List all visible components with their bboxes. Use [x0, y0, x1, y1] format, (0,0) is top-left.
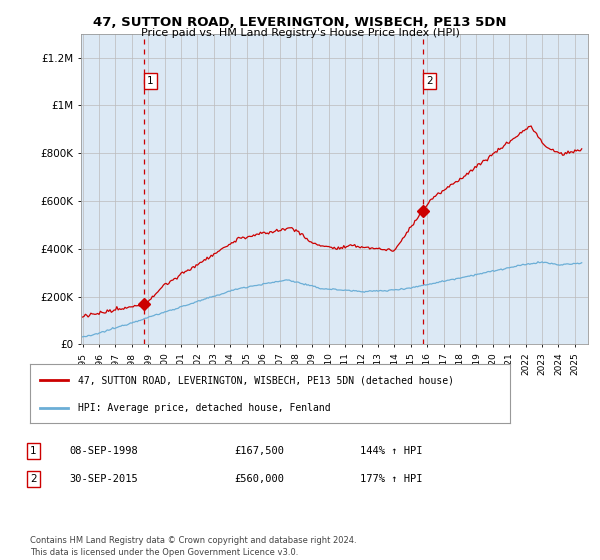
Text: 1: 1: [30, 446, 37, 456]
Text: 1: 1: [147, 76, 154, 86]
Text: 177% ↑ HPI: 177% ↑ HPI: [360, 474, 422, 484]
Text: 47, SUTTON ROAD, LEVERINGTON, WISBECH, PE13 5DN (detached house): 47, SUTTON ROAD, LEVERINGTON, WISBECH, P…: [78, 375, 454, 385]
Text: Price paid vs. HM Land Registry's House Price Index (HPI): Price paid vs. HM Land Registry's House …: [140, 28, 460, 38]
Text: HPI: Average price, detached house, Fenland: HPI: Average price, detached house, Fenl…: [78, 403, 331, 413]
Text: 144% ↑ HPI: 144% ↑ HPI: [360, 446, 422, 456]
Text: £560,000: £560,000: [234, 474, 284, 484]
Text: 2: 2: [30, 474, 37, 484]
Text: £167,500: £167,500: [234, 446, 284, 456]
Text: 08-SEP-1998: 08-SEP-1998: [69, 446, 138, 456]
Text: 30-SEP-2015: 30-SEP-2015: [69, 474, 138, 484]
Text: Contains HM Land Registry data © Crown copyright and database right 2024.
This d: Contains HM Land Registry data © Crown c…: [30, 536, 356, 557]
Text: 47, SUTTON ROAD, LEVERINGTON, WISBECH, PE13 5DN: 47, SUTTON ROAD, LEVERINGTON, WISBECH, P…: [93, 16, 507, 29]
Text: 2: 2: [426, 76, 433, 86]
